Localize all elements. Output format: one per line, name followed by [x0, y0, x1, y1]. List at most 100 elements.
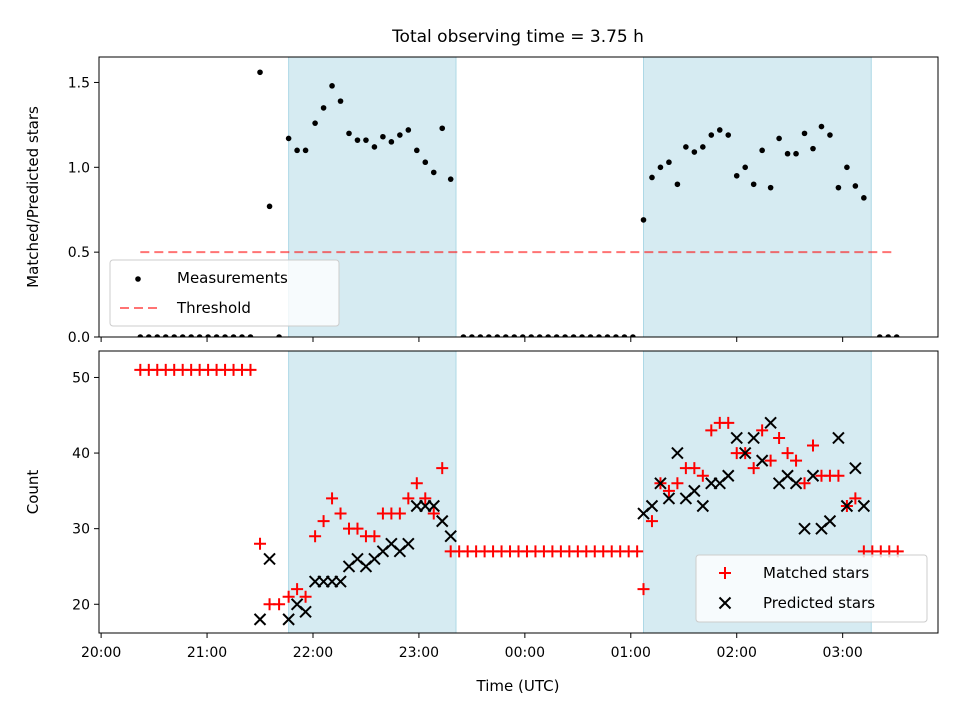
- measurement-point: [893, 334, 900, 337]
- measurement-point: [354, 137, 361, 143]
- measurement-point: [162, 334, 169, 337]
- measurement-point: [422, 159, 429, 166]
- measurement-point: [827, 132, 833, 138]
- measurement-point: [477, 334, 484, 337]
- predicted-stars-point: [671, 446, 684, 460]
- matched-stars-point: [832, 469, 845, 482]
- measurement-point: [708, 132, 715, 138]
- measurement-point: [213, 334, 220, 337]
- measurement-point: [486, 334, 492, 337]
- matched-stars-point: [781, 447, 794, 460]
- measurement-point: [666, 159, 672, 166]
- matched-stars-point: [427, 507, 440, 520]
- measurement-point: [439, 125, 446, 132]
- measurement-point: [861, 195, 867, 201]
- measurement-point: [371, 144, 378, 150]
- matched-stars-point: [806, 439, 819, 452]
- measurement-point: [885, 334, 892, 337]
- measurement-point: [494, 334, 501, 337]
- measurement-point: [674, 181, 681, 188]
- matched-stars-point: [393, 507, 406, 520]
- measurement-point: [276, 334, 282, 337]
- measurement-point: [716, 127, 723, 133]
- matched-stars-point: [291, 583, 304, 596]
- matched-stars-point: [849, 492, 862, 505]
- predicted-stars-point: [738, 446, 752, 460]
- measurement-point: [733, 172, 740, 179]
- measurement-point: [630, 334, 636, 337]
- legend-measurements-marker: [135, 276, 141, 282]
- measurement-point: [570, 334, 577, 337]
- measurement-point: [657, 164, 664, 171]
- matched-stars-point: [317, 515, 330, 528]
- legend-box: [109, 259, 340, 327]
- measurement-point: [562, 334, 568, 337]
- matched-stars-point: [273, 598, 286, 611]
- measurement-point: [257, 69, 263, 76]
- x-axis-label: Time (UTC): [476, 677, 560, 695]
- matched-stars-point: [309, 530, 322, 543]
- predicted-stars-point: [282, 613, 295, 626]
- measurement-point: [621, 334, 628, 337]
- measurement-point: [683, 144, 689, 150]
- ratio-panel: 0.0 0.5 1.0 1.5 Matched/Predicted stars Measu…: [24, 56, 939, 346]
- measurement-point: [294, 147, 300, 154]
- y-tick-label: 1.5: [68, 75, 90, 91]
- measurement-point: [613, 334, 619, 337]
- predicted-stars-point: [402, 537, 415, 550]
- measurement-point: [587, 334, 594, 337]
- predicted-stars-point: [730, 431, 743, 445]
- measurement-point: [188, 334, 194, 337]
- data-markers: [134, 363, 904, 626]
- predicted-stars-point: [747, 431, 760, 445]
- measurement-point: [876, 334, 883, 337]
- predicted-stars-point: [849, 461, 862, 475]
- predicted-stars-point: [696, 499, 710, 513]
- predicted-stars-point: [444, 530, 457, 543]
- measurement-point: [266, 203, 273, 210]
- measurement-point: [239, 334, 245, 337]
- matched-stars-point: [254, 537, 267, 550]
- matched-stars-point: [402, 492, 415, 505]
- predicted-stars-point: [857, 499, 871, 513]
- measurement-point: [818, 123, 825, 130]
- measurement-point: [835, 184, 842, 191]
- predicted-stars-point: [334, 575, 347, 588]
- legend-matched-marker: [719, 567, 731, 579]
- predicted-stars-point: [798, 522, 811, 535]
- legend-matched-label: Matched stars: [763, 564, 869, 582]
- measurement-point: [700, 144, 706, 150]
- legend-predicted-marker: [718, 596, 732, 610]
- measurement-point: [640, 217, 647, 223]
- matched-stars-point: [631, 545, 644, 558]
- predicted-stars-point: [806, 469, 820, 482]
- measurement-point: [154, 334, 161, 337]
- measurement-point: [511, 334, 518, 337]
- measurement-point: [230, 334, 237, 337]
- x-tick-label: 22:00: [293, 645, 333, 661]
- matched-stars-point: [351, 522, 364, 535]
- measurement-point: [414, 147, 420, 154]
- measurement-point: [430, 169, 437, 176]
- matched-stars-point: [798, 477, 811, 490]
- matched-stars-point: [419, 492, 432, 505]
- count-panel: 20 30 40 50 20:00 21:00 22:00 23:00 00:00 01:00 02…: [24, 350, 939, 661]
- measurement-point: [793, 150, 799, 157]
- measurement-point: [320, 105, 327, 111]
- matched-stars-point: [334, 507, 347, 520]
- predicted-stars-point: [722, 469, 735, 482]
- measurement-point: [742, 164, 748, 171]
- matched-stars-point: [326, 492, 339, 505]
- measurement-point: [137, 334, 144, 337]
- measurement-point: [553, 334, 560, 337]
- matched-stars-point: [722, 416, 735, 429]
- measurement-point: [502, 334, 509, 337]
- measurement-point: [750, 181, 757, 188]
- matched-stars-point: [645, 515, 658, 528]
- legend-measurements-label: Measurements: [177, 269, 288, 287]
- measurement-point: [363, 137, 369, 143]
- measurement-point: [691, 149, 698, 155]
- matched-stars-point: [696, 469, 709, 482]
- measurement-point: [528, 334, 535, 337]
